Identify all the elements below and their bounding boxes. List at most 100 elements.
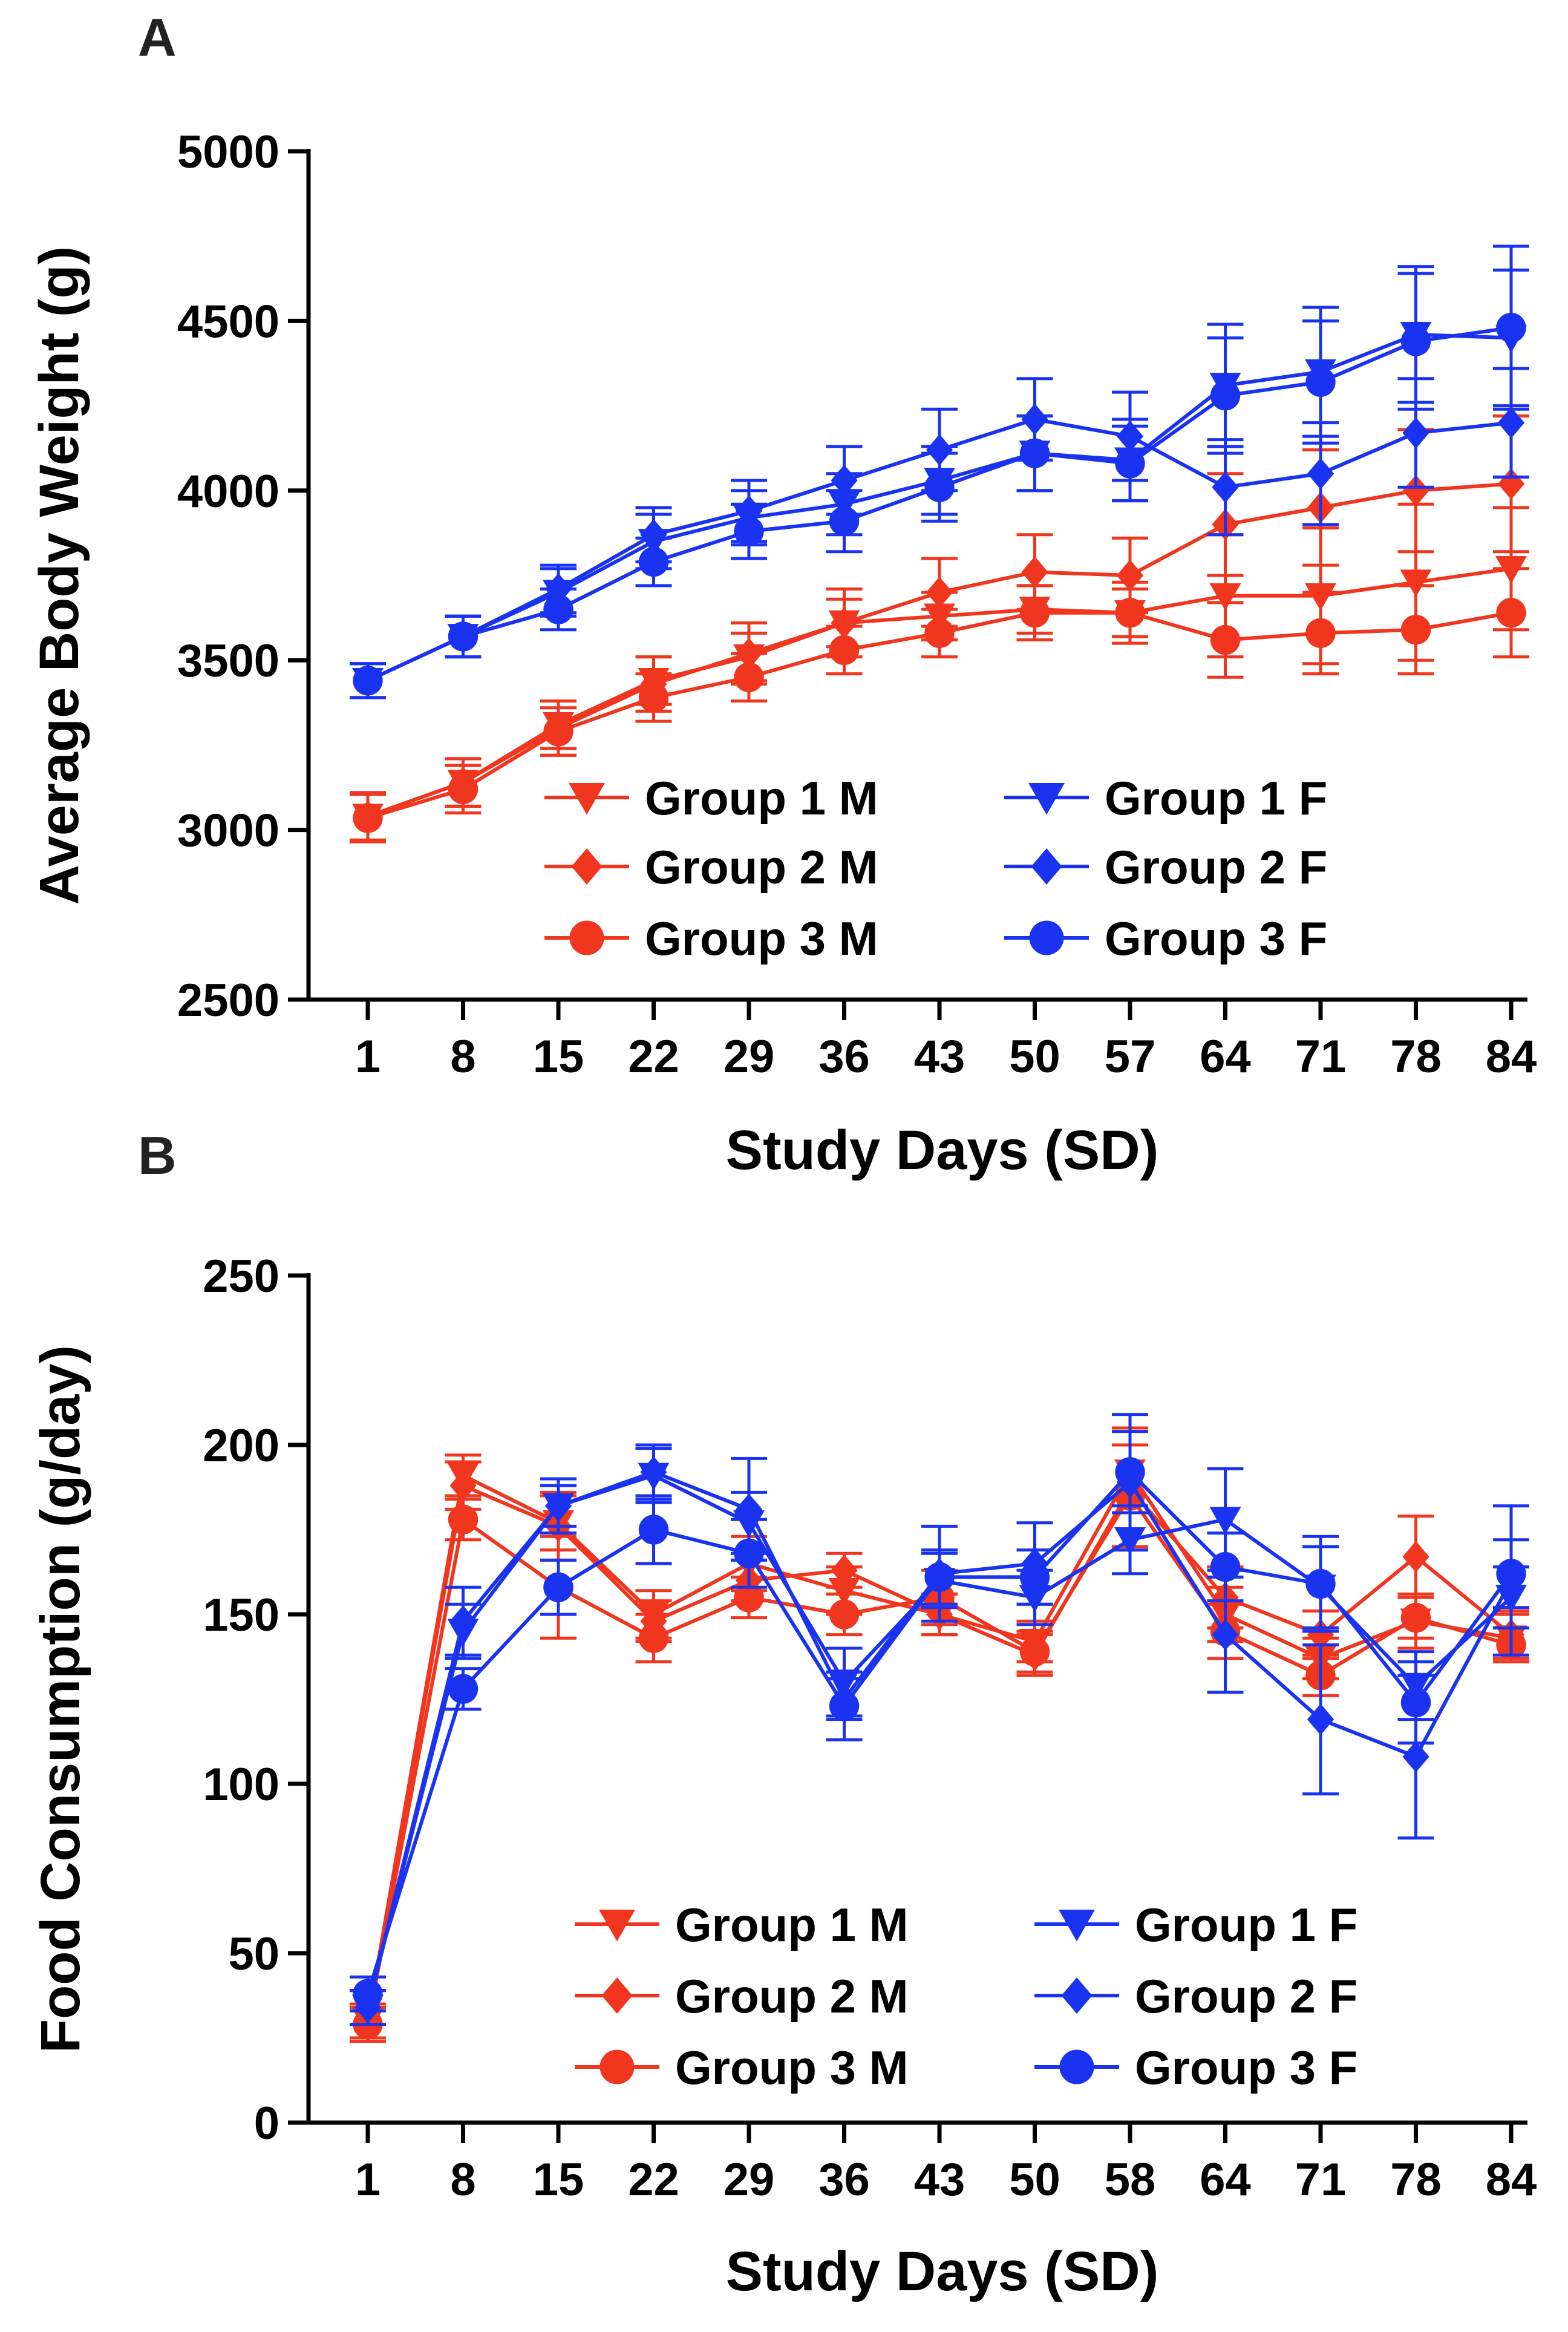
legend-marker (1028, 783, 1065, 815)
data-point (734, 1538, 764, 1568)
legend-label: Group 3 F (1135, 2041, 1357, 2094)
y-tick-label: 100 (203, 1759, 279, 1810)
data-point (353, 803, 383, 833)
legend-label: Group 3 M (645, 912, 878, 965)
x-tick-label: 8 (450, 2154, 475, 2206)
x-tick-label: 57 (1105, 1031, 1156, 1082)
data-point (734, 516, 764, 546)
y-tick-label: 50 (228, 1928, 279, 1980)
legend-marker (1059, 1910, 1095, 1942)
data-point (1212, 1619, 1239, 1651)
x-tick-label: 36 (818, 1031, 870, 1082)
data-point (735, 1493, 763, 1525)
y-tick-label: 2500 (177, 975, 279, 1026)
y-tick-label: 200 (203, 1420, 279, 1472)
data-point (829, 1691, 860, 1721)
data-point (543, 1572, 573, 1602)
data-point (1496, 1559, 1526, 1589)
x-tick-label: 58 (1105, 2154, 1156, 2206)
data-point (1210, 624, 1241, 655)
x-tick-label: 71 (1295, 1031, 1347, 1082)
legend-item-group-3-m: Group 3 M (544, 912, 878, 965)
legend-label: Group 1 F (1135, 1898, 1357, 1951)
series-group-3-m (350, 567, 1529, 843)
data-point (1019, 1636, 1050, 1667)
data-point (1400, 1687, 1431, 1718)
data-point (829, 506, 860, 536)
legend-label: Group 3 M (675, 2041, 909, 2094)
data-point (1019, 1562, 1050, 1593)
legend-label: Group 2 M (675, 1970, 909, 2023)
x-tick-label: 71 (1295, 2154, 1347, 2206)
data-point (638, 1515, 669, 1545)
y-axis-title: Average Body Weight (g) (28, 246, 90, 905)
data-point (1212, 471, 1239, 503)
y-tick-label: 3500 (177, 635, 279, 687)
x-tick-label: 8 (450, 1031, 475, 1082)
x-tick-label: 64 (1200, 2154, 1251, 2206)
y-axis-title: Food Consumption (g/day) (30, 1345, 91, 2053)
data-point (924, 1562, 955, 1593)
legend: Group 1 M Group 2 M Group 3 M Group 1 F Grou… (575, 1898, 1357, 2094)
data-point (638, 546, 669, 577)
legend: Group 1 M Group 2 M Group 3 M Group 1 F Grou… (544, 771, 1327, 965)
data-point (448, 1504, 479, 1534)
data-point (924, 618, 955, 649)
x-tick-label: 84 (1486, 1031, 1537, 1082)
legend-marker (569, 783, 605, 815)
data-point (926, 577, 953, 609)
data-point (1402, 417, 1429, 449)
data-point (1400, 569, 1432, 597)
data-point (831, 607, 858, 639)
legend-item-group-2-f: Group 2 F (1004, 840, 1327, 894)
y-tick-label: 4500 (177, 296, 279, 347)
legend-label: Group 1 F (1105, 771, 1327, 825)
legend-item-group-3-m: Group 3 M (575, 2041, 909, 2094)
data-point (1210, 381, 1241, 411)
data-point (1400, 1602, 1431, 1633)
legend-marker (1031, 848, 1062, 885)
legend-marker (571, 848, 603, 885)
data-point (353, 666, 383, 696)
legend-item-group-2-f: Group 2 F (1034, 1970, 1357, 2023)
data-point (543, 594, 573, 624)
data-point (544, 1490, 572, 1522)
data-point (638, 683, 669, 713)
x-tick-label: 29 (724, 1031, 775, 1082)
legend-item-group-2-m: Group 2 M (544, 840, 878, 894)
data-point (353, 1979, 383, 2009)
legend-item-group-3-f: Group 3 F (1034, 2041, 1357, 2094)
y-tick-label: 150 (203, 1590, 279, 1641)
data-point (1115, 597, 1145, 628)
data-point (449, 1470, 477, 1502)
legend-item-group-1-f: Group 1 F (1004, 771, 1327, 825)
data-point (1116, 560, 1144, 591)
legend-marker (601, 1977, 633, 2014)
data-point (1305, 367, 1336, 398)
legend-marker (1029, 920, 1064, 955)
data-point (543, 716, 573, 747)
legend-marker (599, 2049, 635, 2085)
data-point (449, 1605, 477, 1637)
data-point (1209, 1507, 1241, 1534)
x-tick-label: 78 (1390, 1031, 1442, 1082)
series-group-3-f (350, 244, 1529, 699)
x-tick-label: 15 (533, 2154, 584, 2206)
data-point (1496, 597, 1526, 628)
data-point (1307, 1703, 1334, 1735)
legend-label: Group 3 F (1105, 912, 1327, 965)
data-point (640, 519, 667, 551)
x-tick-label: 43 (914, 2154, 965, 2206)
legend-marker (569, 920, 604, 955)
data-point (1019, 438, 1050, 468)
x-axis-title: Study Days (SD) (726, 2241, 1159, 2302)
data-point (1402, 474, 1429, 506)
data-point (829, 1599, 860, 1629)
data-point (831, 1554, 858, 1587)
legend-marker (1059, 2049, 1094, 2085)
x-axis-title: Study Days (SD) (726, 1119, 1159, 1181)
legend-item-group-3-f: Group 3 F (1004, 912, 1327, 965)
x-tick-label: 50 (1009, 1031, 1060, 1082)
legend-label: Group 1 M (675, 1898, 909, 1951)
legend-marker (599, 1910, 635, 1942)
